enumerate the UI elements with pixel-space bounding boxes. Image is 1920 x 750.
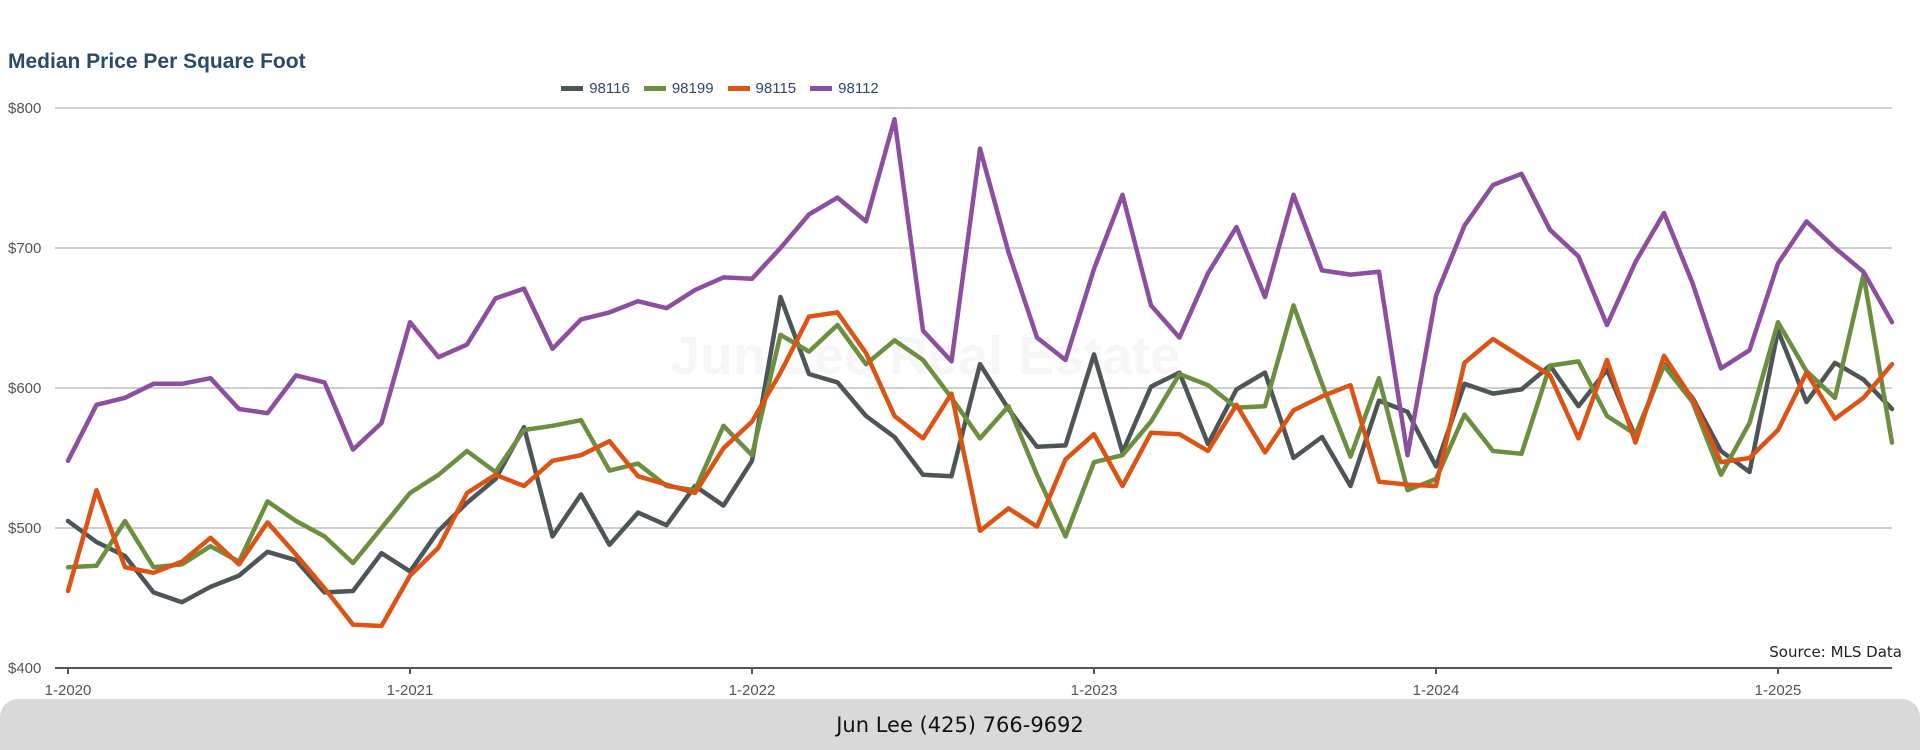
- x-tick-label-1-2024: 1-2024: [1413, 682, 1460, 699]
- x-tick-label-1-2021: 1-2021: [387, 682, 434, 699]
- legend-swatch-98112: [810, 86, 833, 91]
- legend-item-98116[interactable]: 98116: [561, 80, 630, 97]
- y-tick-label-600: $600: [8, 380, 41, 397]
- chart-title: Median Price Per Square Foot: [8, 50, 306, 73]
- legend-label-98199: 98199: [671, 80, 714, 97]
- series-line-98115: [65, 310, 1895, 629]
- x-tick-label-1-2022: 1-2022: [729, 682, 776, 699]
- y-tick-label-500: $500: [8, 520, 41, 537]
- legend-label-98115: 98115: [755, 80, 797, 97]
- x-tick-label-1-2025: 1-2025: [1755, 682, 1802, 699]
- source-note: Source: MLS Data: [1769, 643, 1902, 661]
- legend-item-98199[interactable]: 98199: [643, 80, 714, 97]
- footer-bar: Jun Lee (425) 766-9692: [0, 699, 1920, 750]
- x-tick-label-1-2023: 1-2023: [1071, 682, 1118, 699]
- series-line-98199: [65, 272, 1895, 570]
- legend-label-98112: 98112: [838, 80, 879, 97]
- y-tick-label-400: $400: [8, 660, 41, 677]
- series-line-98112: [65, 116, 1895, 464]
- y-tick-label-800: $800: [8, 100, 41, 117]
- legend-swatch-98116: [561, 86, 584, 91]
- legend: 98116 98199 98115 98112: [0, 80, 1440, 97]
- line-chart: $400 $500 $600 $700 $800 1-2020 1-2021 1-2022 1-…: [8, 100, 1895, 699]
- legend-item-98112[interactable]: 98112: [810, 80, 879, 97]
- legend-swatch-98115: [727, 86, 750, 91]
- legend-swatch-98199: [643, 86, 666, 91]
- footer-contact: Jun Lee (425) 766-9692: [836, 712, 1084, 737]
- x-tick-label-1-2020: 1-2020: [45, 682, 92, 699]
- y-tick-label-700: $700: [8, 240, 41, 257]
- legend-item-98115[interactable]: 98115: [727, 80, 797, 97]
- legend-label-98116: 98116: [589, 80, 630, 97]
- series-line-98116: [65, 294, 1895, 605]
